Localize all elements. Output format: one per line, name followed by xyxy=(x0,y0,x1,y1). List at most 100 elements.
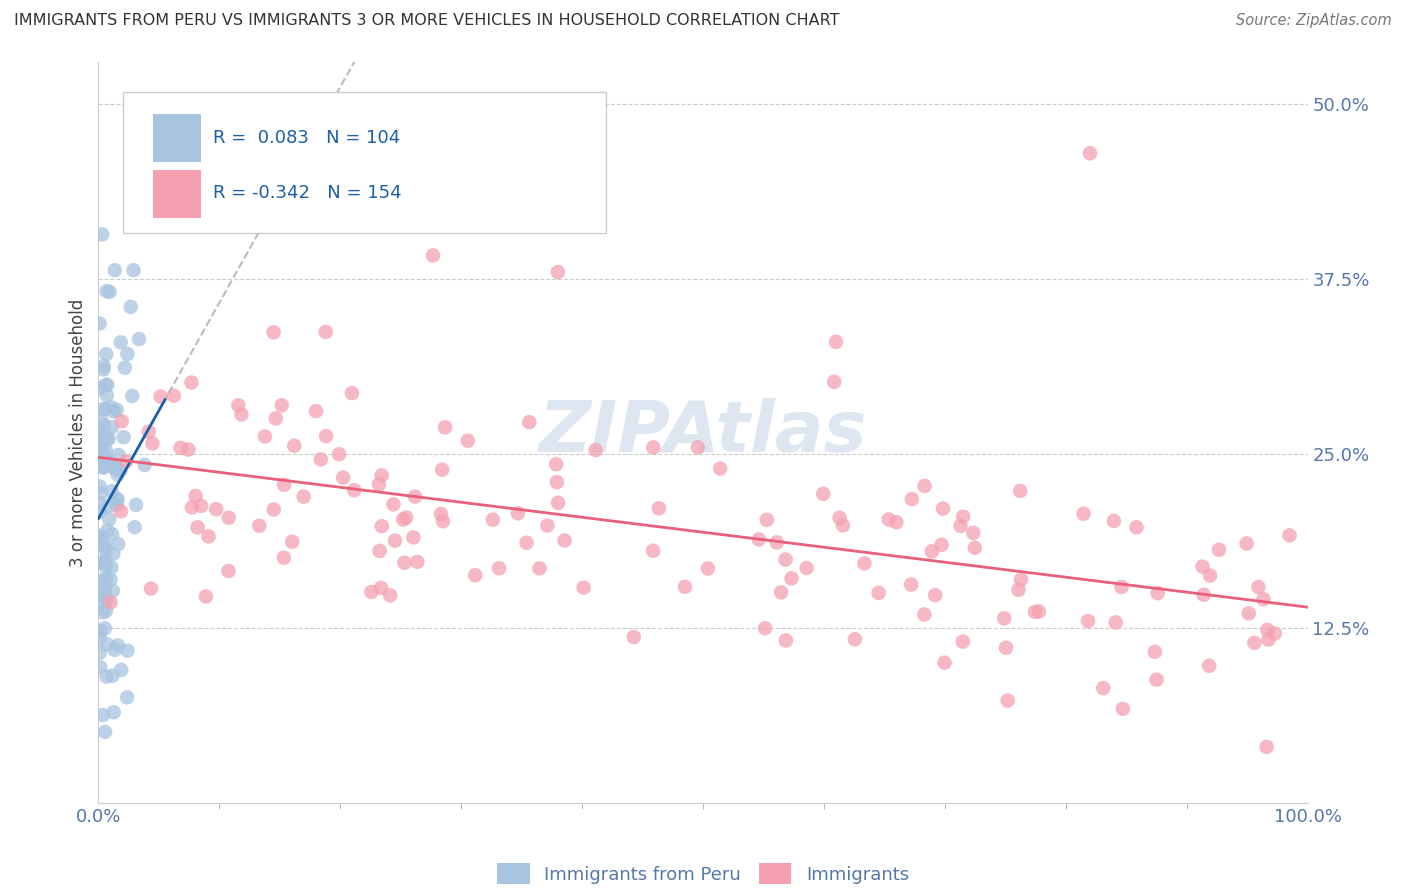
Point xyxy=(384,533,406,548)
Point xyxy=(828,511,851,525)
Point xyxy=(924,588,946,602)
Point xyxy=(536,518,558,533)
Point xyxy=(406,555,429,569)
Point xyxy=(218,510,240,524)
Point xyxy=(263,502,285,516)
Point xyxy=(309,452,332,467)
Point xyxy=(96,637,118,651)
Point xyxy=(464,568,486,582)
Point xyxy=(340,386,363,401)
Point xyxy=(813,487,835,501)
Point xyxy=(686,441,709,455)
Point xyxy=(94,378,117,392)
Point xyxy=(94,590,117,604)
Point xyxy=(139,582,162,596)
Point xyxy=(197,529,219,543)
Point xyxy=(89,555,111,569)
Point xyxy=(89,453,111,467)
Point xyxy=(105,459,128,474)
Point xyxy=(1024,605,1046,619)
Point xyxy=(89,660,111,674)
Point xyxy=(1077,614,1099,628)
Point xyxy=(89,479,111,493)
Point xyxy=(748,533,770,547)
Point xyxy=(94,402,117,417)
Point xyxy=(709,461,731,475)
Point xyxy=(1125,520,1147,534)
Point xyxy=(392,512,415,526)
Point xyxy=(1111,580,1133,594)
Text: ZIPAtlas: ZIPAtlas xyxy=(538,398,868,467)
Point xyxy=(98,285,121,299)
Point xyxy=(901,492,924,507)
Point xyxy=(89,317,111,331)
Point xyxy=(1192,588,1215,602)
Point xyxy=(832,518,855,533)
Point xyxy=(94,621,117,635)
Point xyxy=(273,550,295,565)
Point xyxy=(141,436,163,450)
Point xyxy=(1264,626,1286,640)
Point xyxy=(1146,673,1168,687)
Point xyxy=(184,489,207,503)
Point xyxy=(98,512,121,526)
Point xyxy=(1247,580,1270,594)
Point xyxy=(117,347,139,361)
Point xyxy=(120,300,142,314)
Point xyxy=(380,588,402,602)
Point xyxy=(90,486,112,500)
Point xyxy=(103,547,125,561)
Point xyxy=(1078,146,1101,161)
Point xyxy=(228,398,250,412)
Point xyxy=(517,415,540,429)
Point xyxy=(94,427,117,442)
Point xyxy=(343,483,366,498)
Point xyxy=(382,497,405,511)
Point xyxy=(1010,573,1032,587)
Point xyxy=(177,442,200,457)
Point xyxy=(886,515,908,529)
Point xyxy=(107,492,129,507)
Point xyxy=(775,552,797,566)
Point xyxy=(643,441,665,455)
Point xyxy=(112,430,135,444)
Point xyxy=(205,502,228,516)
Point xyxy=(368,544,391,558)
Point xyxy=(124,520,146,534)
Point xyxy=(395,510,418,524)
Point xyxy=(101,484,124,499)
Point xyxy=(488,561,510,575)
Point xyxy=(1237,607,1260,621)
Point xyxy=(93,362,115,376)
Point xyxy=(371,519,394,533)
Point xyxy=(104,642,127,657)
Point xyxy=(96,377,118,392)
Point xyxy=(931,538,953,552)
Point xyxy=(315,429,337,443)
Point xyxy=(434,420,457,434)
Point xyxy=(89,529,111,543)
Point xyxy=(97,455,120,469)
Point xyxy=(93,460,115,475)
Point xyxy=(912,607,935,622)
Point xyxy=(90,413,112,427)
Point xyxy=(766,535,789,549)
Point xyxy=(190,499,212,513)
Point xyxy=(914,479,936,493)
Point xyxy=(934,656,956,670)
Point xyxy=(91,425,114,440)
Point xyxy=(96,592,118,607)
Point xyxy=(115,690,138,705)
Point xyxy=(91,606,114,620)
Point xyxy=(432,514,454,528)
Point xyxy=(546,475,568,490)
Text: IMMIGRANTS FROM PERU VS IMMIGRANTS 3 OR MORE VEHICLES IN HOUSEHOLD CORRELATION C: IMMIGRANTS FROM PERU VS IMMIGRANTS 3 OR … xyxy=(14,13,839,29)
Point xyxy=(96,524,118,538)
Point xyxy=(91,452,114,467)
Text: R = -0.342   N = 154: R = -0.342 N = 154 xyxy=(214,185,402,202)
Point xyxy=(853,557,876,571)
Point xyxy=(394,556,416,570)
Point xyxy=(89,646,111,660)
Point xyxy=(1143,645,1166,659)
Point xyxy=(585,442,607,457)
